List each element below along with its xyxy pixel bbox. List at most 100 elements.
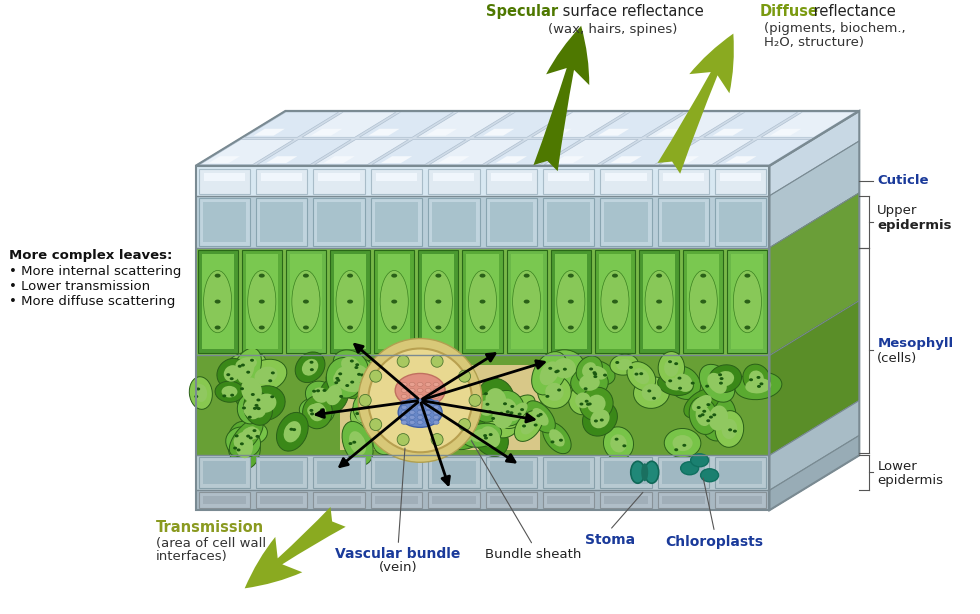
Ellipse shape [424,377,441,395]
Ellipse shape [677,376,681,379]
Text: surface reflectance: surface reflectance [558,4,704,19]
Ellipse shape [401,421,407,424]
Ellipse shape [674,362,678,365]
Polygon shape [466,254,499,349]
Polygon shape [429,139,523,165]
Ellipse shape [701,274,707,278]
Ellipse shape [735,372,782,400]
Polygon shape [719,496,762,504]
Ellipse shape [484,396,521,438]
Ellipse shape [664,359,678,377]
Ellipse shape [696,405,711,426]
Ellipse shape [612,325,618,330]
Ellipse shape [523,274,529,278]
Ellipse shape [217,359,247,389]
Ellipse shape [697,406,701,409]
Ellipse shape [351,400,376,429]
Ellipse shape [241,378,262,403]
Ellipse shape [347,274,353,278]
Ellipse shape [226,373,230,376]
Polygon shape [646,112,741,138]
Polygon shape [376,173,416,181]
Ellipse shape [336,270,365,333]
Polygon shape [719,202,762,242]
Ellipse shape [517,413,521,416]
Ellipse shape [579,403,583,405]
Polygon shape [543,457,594,488]
Text: (area of cell wall: (area of cell wall [156,537,266,550]
Polygon shape [290,254,322,349]
Ellipse shape [645,461,659,483]
Ellipse shape [567,325,574,330]
Ellipse shape [399,434,420,453]
Ellipse shape [242,427,260,440]
Text: reflectance: reflectance [809,4,896,19]
Ellipse shape [243,400,258,417]
Ellipse shape [292,428,296,431]
Ellipse shape [251,393,255,396]
Ellipse shape [303,300,309,303]
Polygon shape [555,254,587,349]
Polygon shape [254,129,285,136]
Polygon shape [204,173,245,181]
Polygon shape [643,254,675,349]
Ellipse shape [410,394,416,398]
Ellipse shape [221,386,237,397]
Ellipse shape [506,410,510,413]
Ellipse shape [631,461,645,483]
Ellipse shape [241,363,245,367]
Ellipse shape [421,414,425,417]
Ellipse shape [503,402,507,405]
Polygon shape [199,198,250,246]
Circle shape [397,433,410,446]
Polygon shape [715,198,766,246]
Polygon shape [544,139,638,165]
Ellipse shape [689,397,717,435]
Polygon shape [489,461,533,484]
Ellipse shape [760,383,763,386]
Ellipse shape [523,300,529,303]
Polygon shape [374,250,415,354]
Ellipse shape [556,370,560,373]
Ellipse shape [401,415,407,419]
Ellipse shape [434,424,438,427]
Ellipse shape [546,395,550,398]
Ellipse shape [498,398,516,418]
Ellipse shape [259,274,265,278]
Polygon shape [196,166,769,196]
Ellipse shape [361,399,379,418]
Polygon shape [715,457,766,488]
Ellipse shape [534,424,538,427]
Ellipse shape [593,375,598,378]
Ellipse shape [349,431,367,455]
Polygon shape [360,112,454,138]
Ellipse shape [701,300,707,303]
Ellipse shape [361,406,365,410]
Ellipse shape [368,375,372,378]
Polygon shape [496,156,527,163]
Ellipse shape [299,398,334,424]
Ellipse shape [600,419,604,421]
Ellipse shape [253,407,257,410]
Ellipse shape [244,392,272,426]
Ellipse shape [310,409,314,412]
Ellipse shape [242,406,246,410]
Ellipse shape [270,395,274,398]
Text: Specular: Specular [486,4,558,19]
Ellipse shape [610,354,638,375]
Polygon shape [256,198,308,246]
Ellipse shape [355,366,359,369]
Polygon shape [553,156,584,163]
Polygon shape [196,166,769,510]
Ellipse shape [335,377,339,380]
Polygon shape [712,129,744,136]
Polygon shape [334,254,367,349]
Ellipse shape [469,430,473,433]
Ellipse shape [538,375,571,408]
Ellipse shape [387,370,391,373]
Ellipse shape [401,394,407,398]
Text: H₂O, structure): H₂O, structure) [764,36,864,49]
Polygon shape [323,156,355,163]
Polygon shape [662,496,705,504]
Circle shape [368,349,472,453]
